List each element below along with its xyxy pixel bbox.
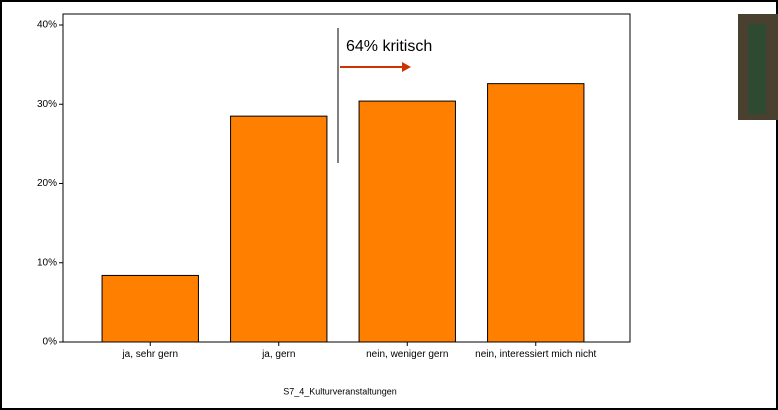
bar xyxy=(358,100,456,343)
y-tick-label: 0% xyxy=(43,337,58,348)
y-tick-label: 10% xyxy=(37,257,57,268)
x-axis-title: S7_4_Kulturveranstaltungen xyxy=(283,386,397,396)
x-tick-label: ja, gern xyxy=(262,349,296,360)
x-tick-label: ja, sehr gern xyxy=(122,349,179,360)
x-tick-label: nein, interessiert mich nicht xyxy=(475,349,597,360)
y-tick-label: 40% xyxy=(37,20,57,31)
bar xyxy=(487,83,585,343)
x-tick-label: nein, weniger gern xyxy=(366,349,449,360)
y-tick-label: 20% xyxy=(37,178,57,189)
arrow-head xyxy=(402,62,411,72)
annotation: 64% kritisch xyxy=(346,38,432,55)
y-tick-label: 30% xyxy=(37,99,57,110)
bar xyxy=(230,115,328,343)
photo-figure xyxy=(748,24,766,114)
bar xyxy=(101,274,199,343)
